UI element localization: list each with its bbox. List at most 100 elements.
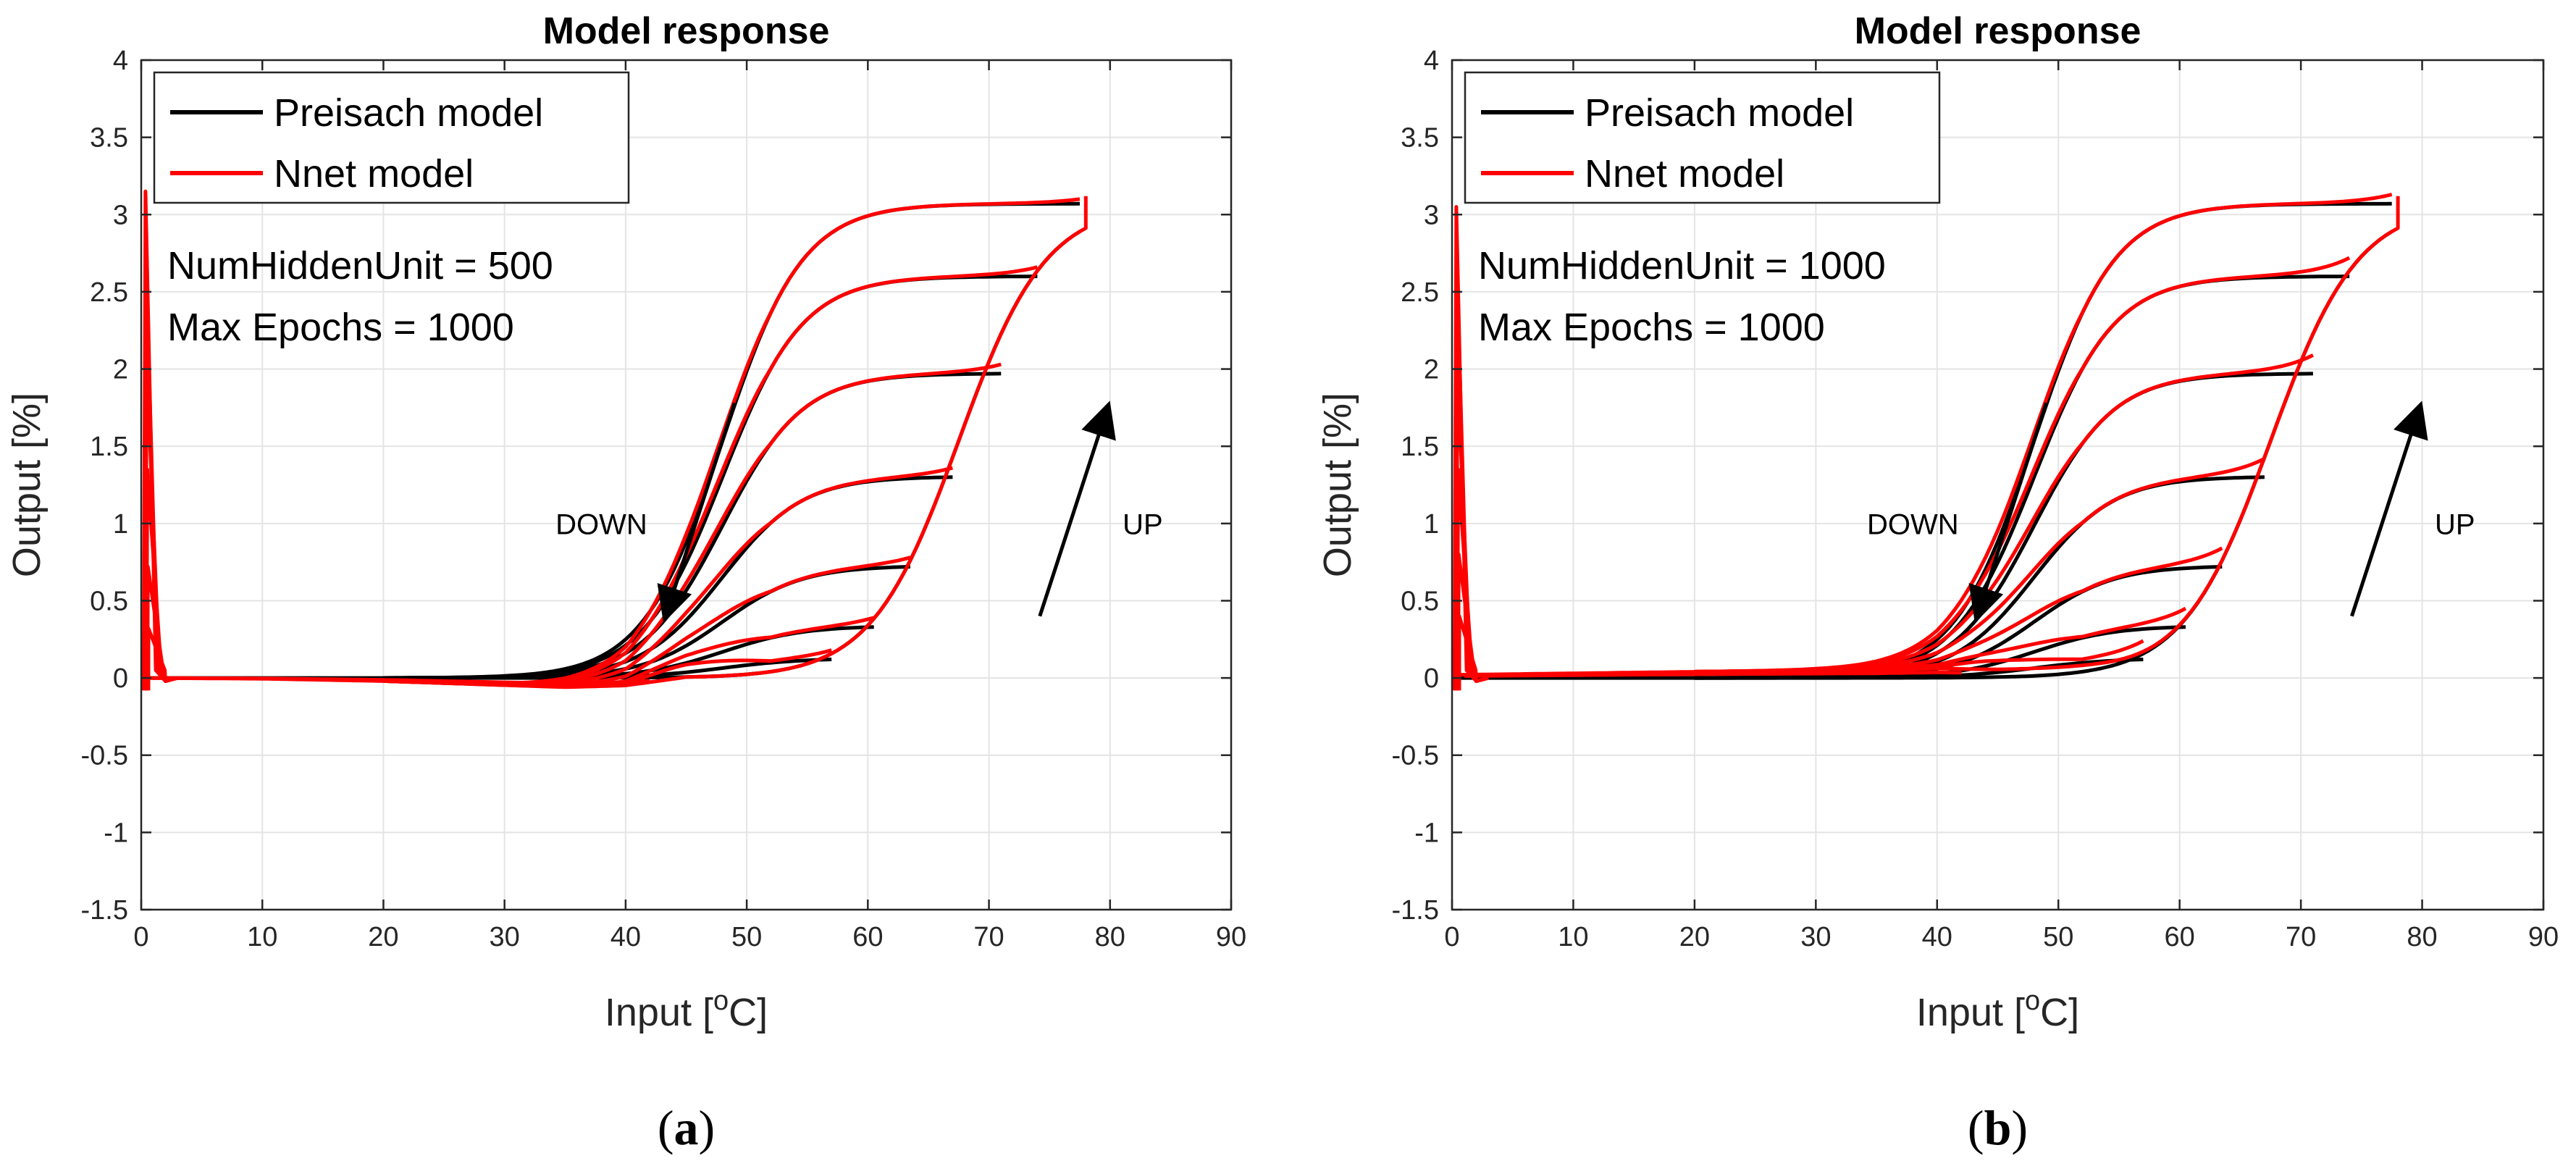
x-axis-label-superscript: o: [713, 986, 729, 1016]
legend-label: Nnet model: [274, 152, 474, 196]
annotation-text: NumHiddenUnit = 500: [167, 244, 553, 288]
x-tick-label: 20: [368, 922, 398, 952]
chart-title: Model response: [543, 10, 830, 52]
x-tick-label: 30: [490, 922, 520, 952]
up-label: UP: [2435, 509, 2475, 541]
x-tick-label: 90: [1216, 922, 1246, 952]
nnet-baseline: [1464, 670, 1962, 678]
annotation-text: Max Epochs = 1000: [167, 306, 514, 349]
y-axis: -1.5 -1 -0.5 0 0.5 1 1.5 2 2.5 3 3.5 4: [81, 46, 1231, 926]
annotation-text: Max Epochs = 1000: [1478, 306, 1825, 349]
y-axis: -1.5 -1 -0.5 0 0.5 1 1.5 2 2.5 3 3.5 4: [1392, 46, 2543, 926]
caption-open: (: [1968, 1100, 1984, 1155]
x-tick-label: 70: [973, 922, 1004, 952]
x-tick-label: 40: [1922, 922, 1952, 952]
y-axis-label: Output [%]: [1316, 393, 1359, 577]
up-arrow: [2350, 401, 2428, 617]
x-tick-label: 10: [247, 922, 277, 952]
x-tick-label: 40: [611, 922, 641, 952]
y-tick-label: -0.5: [81, 741, 128, 771]
x-tick-label: 50: [2043, 922, 2073, 952]
y-tick-label: 0: [1424, 663, 1439, 694]
y-tick-label: 2.5: [1401, 277, 1439, 308]
x-tick-label: 0: [1444, 922, 1459, 952]
down-arrow: [1968, 402, 2048, 624]
y-tick-label: 0: [113, 663, 128, 694]
x-axis-label-suffix: C]: [2040, 991, 2079, 1034]
chart-panel-a: 0 10 20 30 40 50 60 70 80 90 -1.5 -1 -0.5 0 0.5 1 1.5 2 2.…: [5, 10, 1246, 1155]
axes-box: [1451, 59, 2545, 911]
x-axis-label-suffix: C]: [729, 991, 768, 1034]
up-arrow: [1038, 401, 1116, 617]
x-tick-label: 80: [2407, 922, 2437, 952]
down-label: DOWN: [1867, 509, 1959, 541]
caption-close: ): [2011, 1100, 2028, 1155]
y-tick-label: -1: [1414, 818, 1439, 848]
axes-box: [140, 59, 1233, 911]
up-label: UP: [1123, 509, 1163, 541]
chart-title: Model response: [1855, 10, 2141, 52]
y-tick-label: 1: [1424, 509, 1439, 540]
x-axis-label-main: Input [: [1916, 991, 2025, 1034]
caption-letter: a: [674, 1100, 699, 1155]
down-arrow: [657, 402, 737, 624]
y-tick-label: -1.5: [81, 895, 128, 926]
y-tick-label: 4: [113, 46, 128, 76]
legend-label: Nnet model: [1585, 152, 1784, 196]
y-tick-label: 2.5: [90, 277, 128, 308]
x-tick-label: 10: [1558, 922, 1588, 952]
y-tick-label: -1: [104, 818, 128, 848]
caption-close: ): [699, 1100, 716, 1155]
y-tick-label: -1.5: [1392, 895, 1439, 926]
x-tick-label: 90: [2528, 922, 2559, 952]
nnet-down-curve: [383, 648, 832, 689]
legend-box: [1464, 71, 1941, 204]
series-nnet: [1451, 193, 2400, 691]
legend-label: Preisach model: [274, 91, 543, 135]
nnet-down-curve: [1694, 639, 2144, 674]
y-tick-label: 3: [113, 200, 128, 230]
nnet-startup-spike: [146, 626, 178, 691]
x-tick-label: 60: [2165, 922, 2195, 952]
series-nnet: [141, 189, 1088, 691]
caption-letter: b: [1984, 1100, 2012, 1155]
x-axis-label-main: Input [: [605, 991, 713, 1034]
down-label: DOWN: [555, 509, 647, 541]
chart-panel-b: 0 10 20 30 40 50 60 70 80 90 -1.5 -1 -0.5 0 0.5 1 1.5 2 2.…: [1316, 10, 2559, 1155]
y-tick-label: 2: [113, 355, 128, 385]
panel-caption: (b): [1968, 1100, 2028, 1155]
y-axis-label: Output [%]: [5, 393, 49, 577]
y-tick-label: -0.5: [1392, 741, 1439, 771]
annotation-text: NumHiddenUnit = 1000: [1478, 244, 1886, 288]
x-axis-label-superscript: o: [2025, 986, 2040, 1016]
y-tick-label: 0.5: [90, 586, 128, 616]
x-axis-label: Input [oC]: [605, 986, 768, 1034]
nnet-baseline: [153, 676, 650, 686]
x-tick-label: 80: [1095, 922, 1125, 952]
x-tick-label: 60: [852, 922, 883, 952]
legend-label: Preisach model: [1585, 91, 1854, 135]
y-tick-label: 3.5: [90, 123, 128, 154]
x-axis-label: Input [oC]: [1916, 986, 2079, 1034]
x-axis: 0 10 20 30 40 50 60 70 80 90: [133, 60, 1246, 952]
x-tick-label: 30: [1800, 922, 1831, 952]
y-tick-label: 3.5: [1401, 123, 1439, 154]
x-tick-label: 0: [133, 922, 148, 952]
x-tick-label: 70: [2286, 922, 2316, 952]
x-tick-label: 20: [1679, 922, 1710, 952]
legend-box: [153, 71, 630, 204]
x-tick-label: 50: [731, 922, 762, 952]
y-tick-label: 2: [1424, 355, 1439, 385]
y-tick-label: 3: [1424, 200, 1439, 230]
y-tick-label: 1.5: [90, 432, 128, 462]
legend: Preisach model Nnet model: [1464, 71, 1941, 204]
x-axis: 0 10 20 30 40 50 60 70 80 90: [1444, 60, 2559, 952]
y-tick-label: 1.5: [1401, 432, 1439, 462]
y-tick-label: 0.5: [1401, 586, 1439, 616]
legend: Preisach model Nnet model: [153, 71, 630, 204]
nnet-startup-spike: [1457, 614, 1489, 691]
preisach-down-curve: [1694, 658, 2144, 680]
y-tick-label: 1: [113, 509, 128, 540]
caption-open: (: [658, 1100, 674, 1155]
